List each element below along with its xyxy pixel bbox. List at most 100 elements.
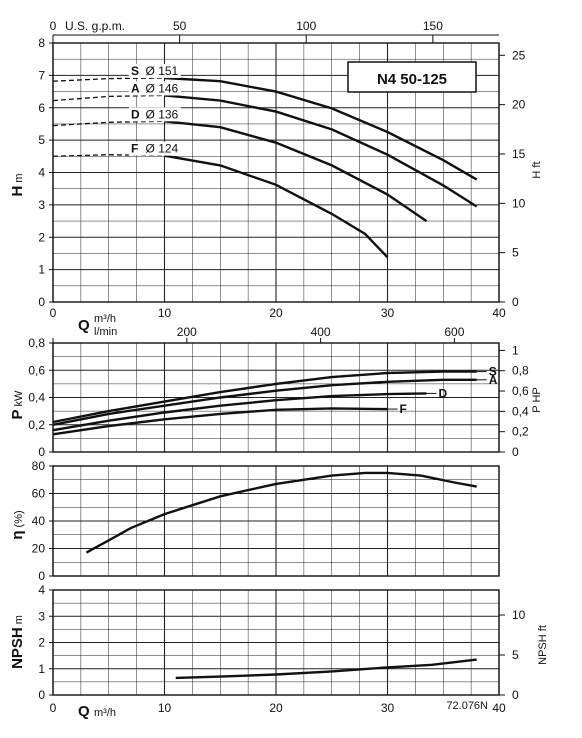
npsh-axis-title: NPSH m [9,615,26,669]
y2-tick-label: 1 [512,343,519,357]
head-axis-title-unit: m [13,173,25,182]
y-tick-label: 1 [38,662,45,676]
q-axis-symbol: Q [78,317,90,334]
y-tick-label: 0 [38,445,45,459]
y2-tick-label: 0,8 [512,364,529,378]
head-curve-dashed-A [52,94,165,102]
npsh-curve [175,658,477,680]
curve-letter-F: F [131,142,138,156]
head-curve-dashed-S [52,77,165,82]
y-tick-label: 5 [38,133,45,147]
lmin-axis-tick-label: 200 [177,325,197,339]
y-tick-label: 2 [38,636,45,650]
q-axis-bottom-symbol: Q [78,703,90,720]
power-curve-S [52,370,477,424]
y2-tick-label: 0,2 [512,425,529,439]
y-tick-label: 0 [38,569,45,583]
y-tick-label: 0 [38,295,45,309]
power-panel [49,342,505,453]
q-axis-bottom-unit: m³/h [94,707,116,719]
y-tick-label: 20 [32,542,46,556]
top-axis-tick-label: 100 [296,19,316,33]
y-tick-label: 40 [32,514,46,528]
y2-tick-label: 5 [512,246,519,260]
y-tick-label: 7 [38,68,45,82]
q-axis-tick-label: 30 [381,306,395,320]
curve-letter-S: S [131,64,139,78]
y2-tick-label: 5 [512,648,519,662]
efficiency-axis-title-unit: (%) [13,510,25,527]
power-curve-label-F: F [400,402,407,416]
y2-tick-label: 15 [512,147,526,161]
efficiency-panel [49,465,500,577]
y2-tick-label: 0 [512,688,519,702]
npsh-axis-title-symbol: NPSH [9,627,26,669]
head-ft-axis-title: H ft [531,161,543,178]
q-axis-bottom-tick-label: 30 [381,701,395,715]
q-axis-tick-label: 20 [269,306,283,320]
y-tick-label: 3 [38,609,45,623]
head-curve-dashed-D [52,120,165,127]
power-curve-label-A: A [489,373,498,387]
y2-tick-label: 10 [512,196,526,210]
q-axis-tick-label: 0 [50,306,57,320]
curve-letter-A: A [131,81,140,95]
y2-tick-label: 0,6 [512,384,529,398]
q-axis-bottom-tick-label: 0 [50,701,57,715]
y2-tick-label: 20 [512,98,526,112]
curve-diameter-F: Ø 124 [146,142,179,156]
top-axis-tick-label: 0 [50,19,57,33]
q-axis-unit: m³/h [94,313,116,325]
y-tick-label: 60 [32,487,46,501]
npsh-ft-axis-title: NPSH ft [537,625,549,665]
y2-tick-label: 10 [512,608,526,622]
model-box [347,61,477,93]
y-tick-label: 6 [38,101,45,115]
power-axis-title: PkW [9,390,26,420]
curve-diameter-D: Ø 136 [146,107,179,121]
y2-tick-label: 0 [512,295,519,309]
y-tick-label: 4 [38,166,45,180]
lmin-axis-tick-label: 400 [311,325,331,339]
head-curve-S [164,76,478,181]
head-curve-A [164,94,478,208]
curve-diameter-S: Ø 151 [146,64,179,78]
curve-label-bg [128,107,181,122]
y2-tick-label: 0 [512,445,519,459]
y-tick-label: 80 [32,459,46,473]
power-curve-F [52,407,388,436]
y-tick-label: 0 [38,688,45,702]
chart-code: 72.076N [446,700,488,712]
y-tick-label: 2 [38,230,45,244]
curve-diameter-A: Ø 146 [146,81,179,95]
y2-tick-label: 0,4 [512,404,529,418]
curve-label-bg [128,63,181,78]
curve-label-bg [128,141,181,156]
npsh-panel [49,589,505,696]
q-axis-bottom-tick-label: 20 [269,701,283,715]
power-curve-label-S: S [489,365,497,379]
q-axis-tick-label: 40 [492,306,506,320]
top-axis-tick-label: 50 [173,19,187,33]
top-axis-unit: U.S. g.p.m. [65,19,125,33]
curve-label-bg [128,81,181,96]
lmin-axis-unit: l/min [94,326,117,338]
y2-tick-label: 25 [512,48,526,62]
efficiency-axis-title: η (%) [9,510,26,539]
lmin-axis-tick-label: 600 [444,325,464,339]
head-curve-D [164,120,428,223]
efficiency-curve [85,471,477,554]
efficiency-axis-title-symbol: η [9,530,26,539]
model-title: N4 50-125 [377,71,447,88]
head-curve-F [164,154,389,259]
head-axis-title-symbol: H [9,186,26,197]
npsh-axis-title-unit: m [13,615,25,624]
q-axis-bottom-tick-label: 10 [158,701,172,715]
y-tick-label: 1 [38,263,45,277]
power-curve-D [52,392,427,432]
y-tick-label: 0,4 [28,391,45,405]
y-tick-label: 0,2 [28,418,45,432]
head-axis-title: Hm [9,173,26,196]
y-tick-label: 4 [38,583,45,597]
